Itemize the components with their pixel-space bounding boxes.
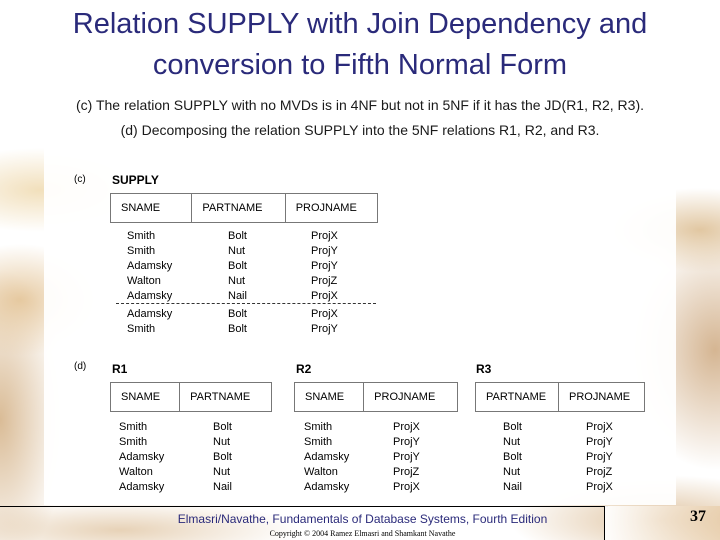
supply-projname-cell: ProjY [311, 245, 338, 257]
page-number: 37 [690, 508, 706, 525]
r2-projname-column: ProjX ProjY ProjY ProjZ ProjX [393, 420, 420, 495]
supply-sname-cell: Smith [127, 245, 156, 257]
r3-partname-column: Bolt Nut Bolt Nut Nail [503, 420, 522, 495]
r3-header-projname: PROJNAME [569, 391, 631, 403]
content-panel [44, 0, 676, 505]
r1-sname-cell: Adamsky [119, 451, 165, 463]
supply-partname-cell: Nail [228, 290, 247, 302]
supply-partname-cell: Bolt [228, 308, 247, 320]
supply-partname-cell: Nut [228, 275, 246, 287]
r1-partname-cell: Nut [213, 466, 231, 478]
page-number-box [604, 506, 720, 540]
r3-header: PARTNAME PROJNAME [475, 382, 645, 412]
r3-projname-cell: ProjX [586, 421, 613, 433]
supply-projname-cell: ProjX [311, 290, 338, 302]
r2-header: SNAME PROJNAME [294, 382, 458, 412]
supply-header-projname: PROJNAME [295, 202, 357, 214]
supply-sname-cell: Smith [127, 230, 156, 242]
supply-projname-cell: ProjY [311, 323, 338, 335]
supply-partname-cell: Bolt [228, 260, 247, 272]
r3-relation-name: R3 [476, 362, 492, 376]
r2-sname-cell: Smith [304, 436, 333, 448]
r2-sname-cell: Adamsky [304, 481, 350, 493]
supply-sname-cell: Adamsky [127, 308, 173, 320]
supply-partname-cell: Bolt [228, 323, 247, 335]
r1-sname-column: Smith Smith Adamsky Walton Adamsky [119, 420, 164, 495]
figure-d-label: (d) [74, 361, 87, 372]
r1-partname-cell: Nail [213, 481, 232, 493]
r1-sname-cell: Adamsky [119, 481, 165, 493]
r2-projname-cell: ProjX [393, 481, 420, 493]
r2-projname-cell: ProjY [393, 451, 420, 463]
r3-partname-cell: Nut [503, 466, 521, 478]
supply-projname-cell: ProjX [311, 230, 338, 242]
r1-partname-cell: Bolt [213, 451, 232, 463]
r2-projname-cell: ProjY [393, 436, 420, 448]
r2-relation-name: R2 [296, 362, 312, 376]
supply-header-partname: PARTNAME [192, 194, 286, 222]
r2-sname-cell: Adamsky [304, 451, 350, 463]
subtitle-d: (d) Decomposing the relation SUPPLY into… [120, 122, 600, 138]
r3-partname-cell: Bolt [503, 451, 522, 463]
r2-sname-column: Smith Smith Adamsky Walton Adamsky [304, 420, 349, 495]
supply-header: SNAME PARTNAME PROJNAME [110, 193, 378, 223]
r3-partname-cell: Nut [503, 436, 521, 448]
r1-sname-cell: Smith [119, 436, 148, 448]
r1-partname-cell: Bolt [213, 421, 232, 433]
footer-text: Elmasri/Navathe, Fundamentals of Databas… [177, 512, 548, 526]
r2-sname-cell: Walton [304, 466, 338, 478]
supply-header-sname: SNAME [111, 194, 193, 222]
supply-projname-cell: ProjX [311, 308, 338, 320]
subtitle-c: (c) The relation SUPPLY with no MVDs is … [76, 97, 644, 113]
supply-sname-column: Smith Smith Adamsky Walton Adamsky Adams… [127, 229, 172, 337]
r3-partname-cell: Bolt [503, 421, 522, 433]
supply-partname-cell: Bolt [228, 230, 247, 242]
r1-partname-cell: Nut [213, 436, 231, 448]
supply-relation-name: SUPPLY [112, 173, 159, 187]
r2-projname-cell: ProjZ [393, 466, 420, 478]
supply-sname-cell: Adamsky [127, 290, 173, 302]
figure-c-label: (c) [74, 174, 86, 185]
r3-projname-column: ProjX ProjY ProjY ProjZ ProjX [586, 420, 613, 495]
r3-projname-cell: ProjY [586, 436, 613, 448]
r2-header-sname: SNAME [295, 383, 365, 411]
supply-partname-column: Bolt Nut Bolt Nut Nail Bolt Bolt [228, 229, 247, 337]
supply-sname-cell: Smith [127, 323, 156, 335]
supply-projname-cell: ProjZ [311, 275, 338, 287]
r2-projname-cell: ProjX [393, 421, 420, 433]
footer-divider [0, 506, 608, 507]
copyright-text: Copyright © 2004 Ramez Elmasri and Shamk… [269, 529, 456, 538]
r3-partname-cell: Nail [503, 481, 522, 493]
slide-title: Relation SUPPLY with Join Dependency and… [72, 8, 648, 81]
r3-projname-cell: ProjX [586, 481, 613, 493]
supply-sname-cell: Adamsky [127, 260, 173, 272]
spurious-tuple-divider [116, 303, 376, 304]
r1-sname-cell: Walton [119, 466, 153, 478]
supply-partname-cell: Nut [228, 245, 246, 257]
supply-projname-column: ProjX ProjY ProjY ProjZ ProjX ProjX Proj… [311, 229, 338, 337]
r3-header-partname: PARTNAME [476, 383, 560, 411]
r2-header-projname: PROJNAME [374, 391, 436, 403]
r3-projname-cell: ProjY [586, 451, 613, 463]
r1-header: SNAME PARTNAME [110, 382, 272, 412]
r1-header-partname: PARTNAME [190, 391, 251, 403]
supply-sname-cell: Walton [127, 275, 161, 287]
r3-projname-cell: ProjZ [586, 466, 613, 478]
supply-projname-cell: ProjY [311, 260, 338, 272]
r1-relation-name: R1 [112, 362, 128, 376]
r1-partname-column: Bolt Nut Bolt Nut Nail [213, 420, 232, 495]
r1-header-sname: SNAME [111, 383, 181, 411]
r2-sname-cell: Smith [304, 421, 333, 433]
r1-sname-cell: Smith [119, 421, 148, 433]
